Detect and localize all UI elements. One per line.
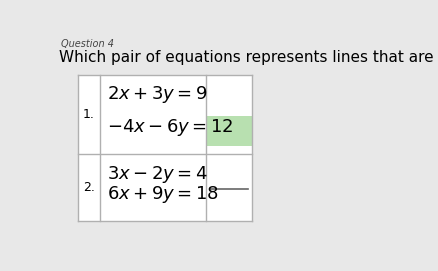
Text: $2x+3y=9$: $2x+3y=9$: [107, 84, 208, 105]
Text: $-4x-6y=12$: $-4x-6y=12$: [107, 117, 234, 138]
Text: $3x-2y=4$: $3x-2y=4$: [107, 164, 208, 185]
Text: Which pair of equations represents lines that are parallel? Perpendicular?: Which pair of equations represents lines…: [59, 50, 438, 65]
Text: Question 4: Question 4: [61, 39, 114, 49]
Bar: [206, 116, 252, 147]
Text: $6x+9y=18$: $6x+9y=18$: [107, 184, 219, 205]
Text: 2.: 2.: [83, 181, 95, 194]
Bar: [78, 75, 252, 221]
Text: 1.: 1.: [83, 108, 95, 121]
